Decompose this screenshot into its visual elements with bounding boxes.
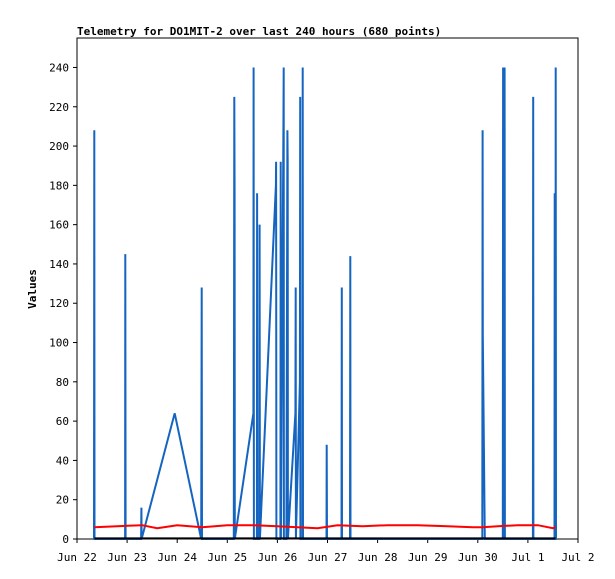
y-tick-label: 140: [49, 258, 69, 271]
x-tick-label: Jun 30: [458, 551, 498, 564]
series-line-0: [93, 67, 557, 540]
x-tick-label: Jul 1: [511, 551, 544, 564]
chart-title: Telemetry for DO1MIT-2 over last 240 hou…: [77, 25, 441, 38]
x-tick-label: Jun 25: [207, 551, 247, 564]
x-tick-label: Jun 22: [57, 551, 97, 564]
y-tick-label: 100: [49, 337, 69, 350]
x-tick-label: Jul 2: [561, 551, 594, 564]
y-tick-label: 120: [49, 297, 69, 310]
y-tick-label: 0: [62, 533, 69, 546]
y-tick-label: 160: [49, 219, 69, 232]
y-tick-label: 220: [49, 101, 69, 114]
y-tick-label: 200: [49, 140, 69, 153]
x-axis: Jun 22 Jun 23 Jun 24 Jun 25 Jun 26 Jun 27 Jun …: [57, 539, 595, 564]
y-tick-label: 240: [49, 61, 69, 74]
series-group: [93, 67, 557, 540]
x-tick-label: Jun 27: [308, 551, 348, 564]
series-line-1: [94, 524, 556, 530]
y-tick-label: 20: [56, 494, 69, 507]
y-tick-label: 40: [56, 454, 69, 467]
x-tick-label: Jun 29: [408, 551, 448, 564]
x-tick-label: Jun 23: [107, 551, 147, 564]
y-tick-label: 60: [56, 415, 69, 428]
x-tick-label: Jun 26: [258, 551, 298, 564]
x-tick-label: Jun 24: [157, 551, 197, 564]
y-axis: 0 20 40 60 80 100 120 140 160 180 200 220 240: [49, 61, 77, 546]
x-tick-label: Jun 28: [358, 551, 398, 564]
y-tick-label: 80: [56, 376, 69, 389]
y-axis-label: Values: [26, 269, 39, 309]
y-tick-label: 180: [49, 179, 69, 192]
